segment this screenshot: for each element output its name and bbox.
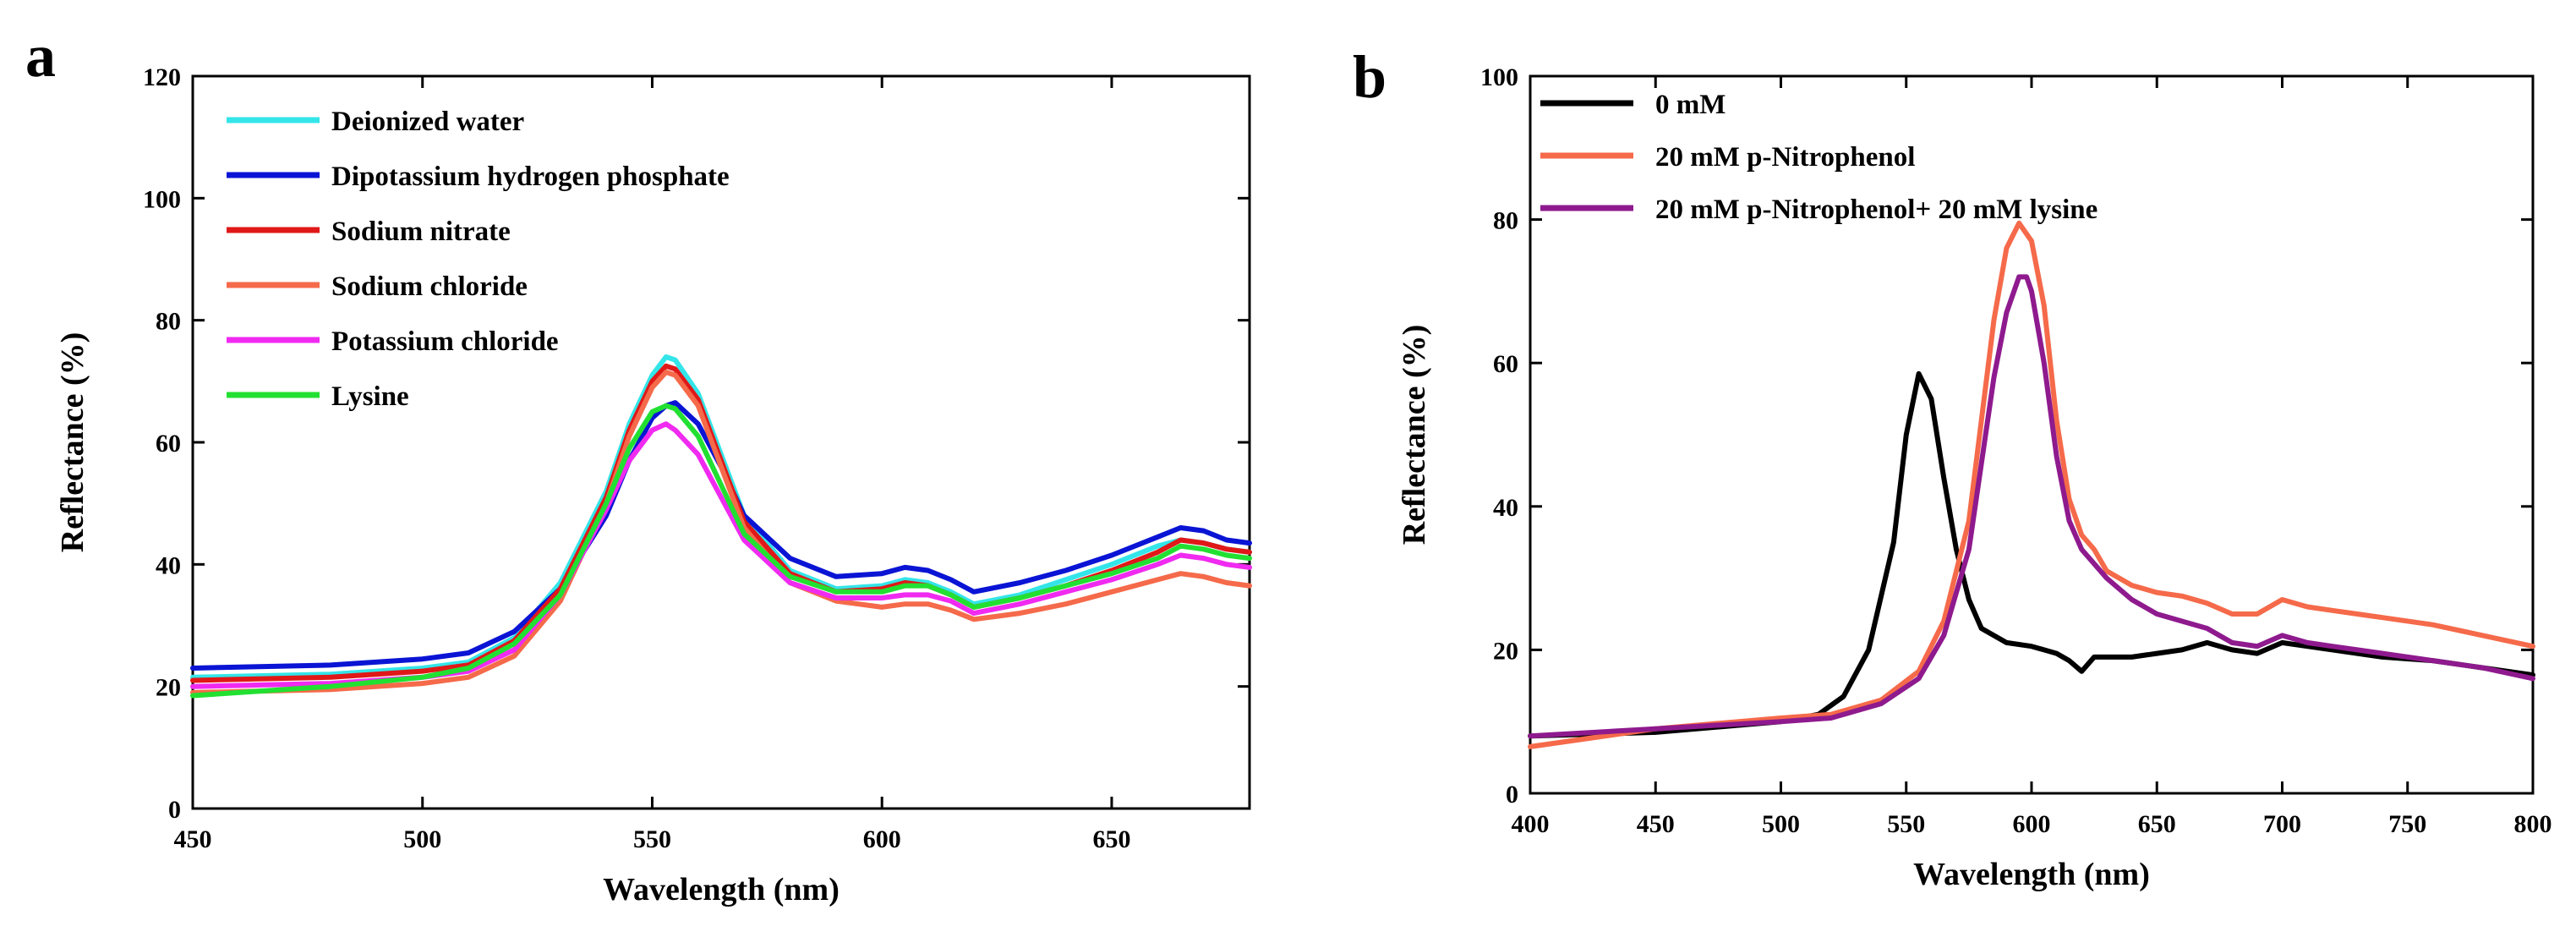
chart-b-series-line-2 bbox=[1528, 220, 2535, 749]
chart-a-x-tick-label: 600 bbox=[863, 825, 901, 853]
chart-b-series-line-1 bbox=[1528, 370, 2535, 739]
chart-a-y-tick-label: 20 bbox=[156, 674, 181, 702]
chart-b-legend-label-3: 20 mM p-Nitrophenol+ 20 mM lysine bbox=[1655, 195, 2097, 225]
chart-b-x-tick-label: 650 bbox=[2138, 810, 2176, 838]
chart-b-y-axis-title: Reflectance (%) bbox=[1397, 325, 1432, 545]
chart-a-x-tick-label: 500 bbox=[403, 825, 441, 853]
chart-a-legend-label-3: Sodium nitrate bbox=[331, 217, 511, 247]
chart-a-svg: a 450 500 550 600 650 0 20 40 60 80 100 120 Waveleng… bbox=[25, 22, 1252, 907]
chart-a-y-tick-label: 80 bbox=[156, 308, 181, 336]
chart-a-series-line-2 bbox=[190, 400, 1252, 671]
chart-b-y-tick-label: 100 bbox=[1480, 63, 1518, 91]
chart-a-legend-label-2: Dipotassium hydrogen phosphate bbox=[331, 162, 730, 192]
chart-b-x-tick-label: 550 bbox=[1887, 810, 1925, 838]
chart-b-x-tick-label: 600 bbox=[2013, 810, 2051, 838]
chart-a-series-line-6 bbox=[190, 403, 1252, 699]
chart-a-y-tick-label: 100 bbox=[143, 185, 181, 213]
chart-b-x-tick-label: 400 bbox=[1512, 810, 1550, 838]
chart-a-legend-label-6: Lysine bbox=[331, 381, 409, 412]
chart-a-y-tick-label: 40 bbox=[156, 551, 181, 579]
chart-a-legend-label-5: Potassium chloride bbox=[331, 326, 559, 357]
chart-b-series-line-3 bbox=[1528, 274, 2535, 739]
chart-b-svg: b 400 450 500 550 600 650 700 750 800 0 20 40 60 80 10… bbox=[1353, 43, 2552, 892]
chart-b-x-tick-label: 500 bbox=[1762, 810, 1800, 838]
chart-a-y-tick-label: 60 bbox=[156, 430, 181, 458]
chart-b-legend-label-1: 0 mM bbox=[1655, 90, 1726, 120]
chart-b-x-axis-title: Wavelength (nm) bbox=[1913, 857, 2150, 892]
chart-b-x-tick-label: 450 bbox=[1637, 810, 1675, 838]
panel-label-a: a bbox=[25, 22, 56, 90]
chart-b-y-tick-label: 40 bbox=[1493, 494, 1518, 522]
chart-b-y-tick-label: 60 bbox=[1493, 350, 1518, 378]
chart-panel-a: a 450 500 550 600 650 0 20 40 60 80 100 120 Waveleng… bbox=[0, 0, 1268, 932]
chart-a-series-line-3 bbox=[190, 363, 1252, 683]
chart-b-y-tick-label: 80 bbox=[1493, 207, 1518, 235]
chart-a-y-tick-label: 0 bbox=[168, 796, 181, 824]
chart-a-series-line-4 bbox=[190, 370, 1252, 695]
chart-a-legend-label-1: Deionized water bbox=[331, 107, 524, 137]
panel-label-b: b bbox=[1353, 43, 1386, 111]
chart-b-x-tick-label: 750 bbox=[2388, 810, 2426, 838]
chart-a-x-axis-title: Wavelength (nm) bbox=[603, 872, 840, 907]
chart-a-y-axis-title: Reflectance (%) bbox=[55, 332, 90, 553]
chart-a-x-tick-label: 650 bbox=[1092, 825, 1130, 853]
chart-b-y-tick-label: 0 bbox=[1506, 781, 1518, 809]
chart-b-x-tick-label: 800 bbox=[2514, 810, 2552, 838]
chart-b-x-tick-label: 700 bbox=[2263, 810, 2301, 838]
chart-b-plot-frame bbox=[1529, 74, 2535, 795]
chart-a-legend-label-4: Sodium chloride bbox=[331, 271, 528, 302]
chart-panel-b: b 400 450 500 550 600 650 700 750 800 0 20 40 60 80 10… bbox=[1310, 0, 2576, 932]
chart-a-x-tick-label: 450 bbox=[174, 825, 212, 853]
chart-b-legend-label-2: 20 mM p-Nitrophenol bbox=[1655, 142, 1915, 173]
chart-a-x-tick-label: 550 bbox=[633, 825, 671, 853]
chart-b-y-tick-label: 20 bbox=[1493, 637, 1518, 665]
chart-a-y-tick-label: 120 bbox=[143, 63, 181, 91]
